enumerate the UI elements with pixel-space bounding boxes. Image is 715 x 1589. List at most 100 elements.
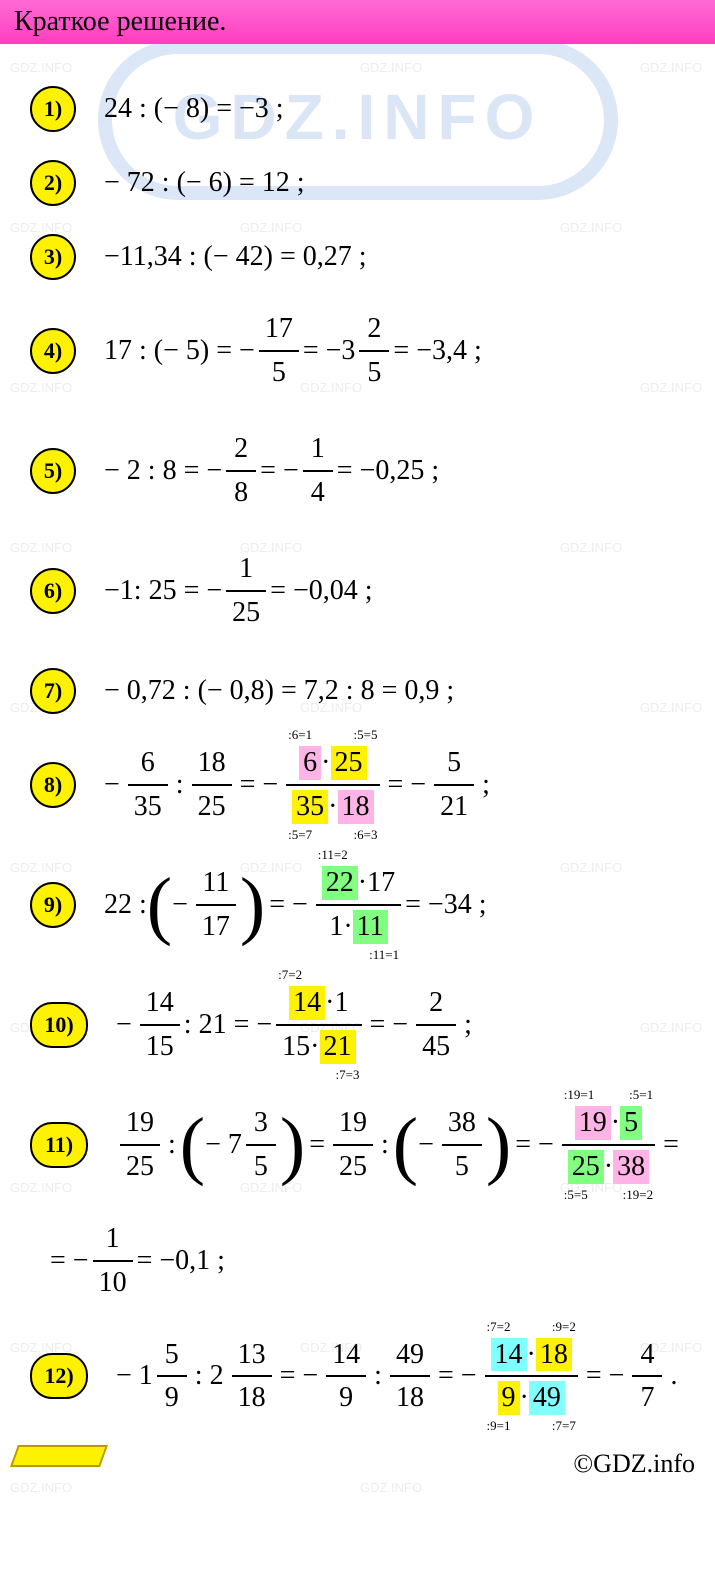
colon: : [176,769,184,801]
dot: · [358,866,367,900]
fraction-bar [120,1144,160,1146]
fraction-bar [390,1375,430,1377]
badge-7: 7) [30,668,76,714]
eq5-mid: = − [260,455,299,487]
f1n: 14 [326,1336,366,1374]
item-11: 11) 19 25 : ( − 7 3 5 ) = 19 25 : [30,1100,695,1190]
eq10-frac3: 2 45 [416,984,456,1065]
hl: 14 [491,1338,527,1372]
hl: 25 [331,746,367,780]
paren-right: ) [486,1126,511,1164]
hl: 38 [613,1150,649,1184]
fraction-bar [226,590,266,592]
equals: = − [370,1009,409,1041]
eq8-f1d: 35 [128,788,168,826]
eq11-f3n: 38 [442,1104,482,1142]
cancel-num: 6 · 25 [293,744,372,782]
badge-3: 3) [30,234,76,280]
anno: :5=5 [354,727,378,743]
fraction-bar [485,1375,578,1377]
fraction-bar [326,1375,366,1377]
eq10-f3n: 2 [423,984,449,1022]
eq-10: − 14 15 : 21 = − :7=2 14 · 1 15 · 21 [116,984,476,1065]
eq4-frac1: 17 5 [259,310,299,391]
eq11-f2d: 25 [333,1148,373,1186]
eq12-frac3: 4 7 [632,1336,662,1417]
eq9-f1d: 17 [196,908,236,946]
f3n: 4 [634,1336,660,1374]
anno: :19=1 [564,1087,594,1103]
eq4-f1n: 17 [259,310,299,348]
eq9-f1n: 11 [196,864,235,902]
eq11-f2n: 19 [333,1104,373,1142]
anno: :11=2 [318,847,348,863]
item-6: 6) −1: 25 = − 1 25 = −0,04 ; [30,546,695,636]
minus-whole: − 7 [205,1129,242,1161]
hl: 6 [299,746,321,780]
eq4-post: = −3,4 ; [393,335,481,367]
hl: 18 [338,790,374,824]
semicolon: ; [464,1009,472,1041]
fraction-bar [192,784,232,786]
item-5: 5) − 2 : 8 = − 2 8 = − 1 4 = −0,25 ; [30,426,695,516]
fraction-bar [333,1144,373,1146]
dot: · [604,1150,613,1184]
eq8-f2n: 18 [192,744,232,782]
anno: :5=1 [629,1087,653,1103]
eq11-f3d: 5 [449,1148,475,1186]
fraction-bar [316,904,401,906]
colon: : [374,1360,382,1392]
dot: · [310,1030,319,1064]
mixd: 5 [248,1148,274,1186]
badge-8: 8) [30,762,76,808]
eq8-frac1: 6 35 [128,744,168,825]
fraction-bar [442,1144,482,1146]
item-8: 8) − 6 35 : 18 25 = − :6=1 :5=5 6 · [30,740,695,830]
item-9: 9) 22 : ( − 11 17 ) = − :11=2 22 · 17 [30,860,695,950]
eq4-frac2: 2 5 [359,310,389,391]
header-bar: Краткое решение. [0,0,715,44]
hl: 21 [320,1030,356,1064]
eq11-f1n: 19 [120,1104,160,1142]
equals: = − [269,889,308,921]
fraction-bar [303,470,333,472]
paren-right: ) [280,1126,305,1164]
f1d: 9 [333,1379,359,1417]
eq9-frac1: 11 17 [196,864,236,945]
eq-1: 24 : (− 8) = −3 ; [104,93,284,125]
eq5-frac2: 1 4 [303,430,333,511]
eq5-post: = −0,25 ; [337,455,439,487]
m1d: 9 [159,1379,185,1417]
anno: :6=1 [288,727,312,743]
eq6-f1d: 25 [226,594,266,632]
val: 15 [282,1030,310,1064]
cancel-den: 25 · 38 [562,1148,655,1186]
hl: 19 [575,1106,611,1140]
anno: :7=2 [278,967,302,983]
val: 1 [335,986,349,1020]
item-12: 12) − 1 5 9 : 2 13 18 = − 14 9 : 49 [30,1331,695,1421]
eq5-frac1: 2 8 [226,430,256,511]
hl: 35 [292,790,328,824]
eq8-cancel: :6=1 :5=5 6 · 25 35 · 18 :5=7 :6=3 [286,744,379,825]
f2d: 18 [390,1379,430,1417]
cancel-num: 14 · 1 [283,984,354,1022]
fraction-bar [128,784,168,786]
whole: 1 [139,1360,153,1391]
whole2: 2 [210,1360,224,1391]
dot: · [343,910,352,944]
badge-2: 2) [30,160,76,206]
eq4-f1d: 5 [266,354,292,392]
eq10-mid: : 21 = − [184,1009,272,1041]
eq11-f1d: 25 [120,1148,160,1186]
eq5-pre: − 2 : 8 = − [104,455,222,487]
fraction-bar [562,1144,655,1146]
eq10-f1n: 14 [140,984,180,1022]
equals: = − [240,769,279,801]
header-title: Краткое решение. [14,6,226,37]
eq11-mix: 3 5 [246,1104,276,1185]
m2n: 13 [232,1336,272,1374]
minus: − [418,1129,434,1161]
badge-12: 12) [30,1353,88,1399]
eq10-frac1: 14 15 [140,984,180,1065]
